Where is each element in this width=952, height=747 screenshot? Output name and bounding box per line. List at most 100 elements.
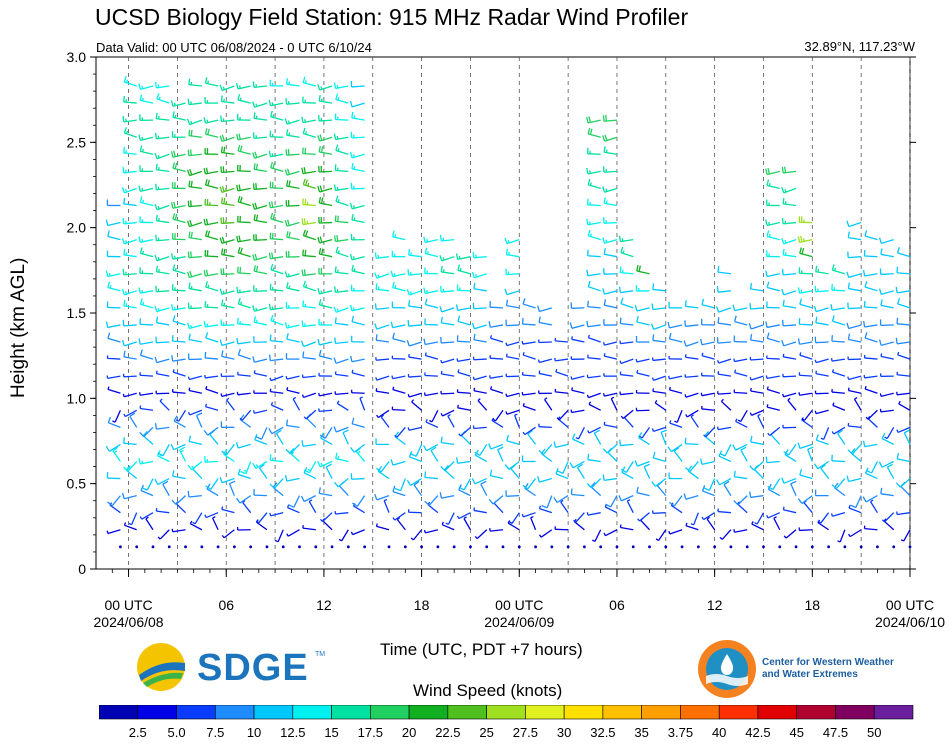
wind-barb: [749, 375, 764, 381]
wind-barb: [106, 199, 121, 207]
wind-barb: [652, 510, 666, 515]
wind-barb: [684, 461, 699, 472]
wind-barb: [407, 392, 422, 398]
wind-barb: [635, 407, 650, 412]
wind-barb: [605, 495, 618, 508]
wind-barb: [205, 281, 219, 292]
wind-barb: [155, 336, 170, 344]
wind-barb: [813, 305, 829, 313]
wind-barb: [376, 461, 390, 473]
wind-barb: [302, 229, 316, 241]
wind-barb: [886, 463, 895, 479]
wind-barb: [288, 495, 301, 508]
wind-barb: [268, 303, 284, 311]
wind-barb: [474, 444, 488, 456]
wind-barb: [269, 375, 284, 382]
wind-barb: [794, 545, 798, 549]
wind-barb: [619, 524, 634, 531]
colorbar-swatch: [331, 705, 371, 720]
wind-barb: [892, 545, 896, 549]
wind-barb: [220, 166, 235, 174]
wind-barb: [123, 409, 138, 418]
wind-barb: [122, 217, 137, 225]
colorbar-swatch: [796, 705, 836, 720]
wind-barb: [374, 303, 390, 310]
wind-barb: [359, 396, 366, 411]
wind-barb: [831, 426, 846, 435]
wind-barb: [831, 478, 846, 490]
x-tick-label: 00 UTC: [495, 597, 543, 613]
wind-barb: [205, 332, 219, 343]
wind-barb: [391, 406, 406, 411]
wind-barb: [782, 424, 797, 429]
wind-barb: [668, 355, 683, 360]
wind-barb: [573, 512, 585, 523]
wind-barb: [713, 545, 717, 549]
wind-barb: [830, 304, 845, 311]
wind-barb: [820, 427, 830, 441]
wind-barb: [719, 444, 732, 457]
wind-barb: [718, 450, 732, 463]
wind-barb: [723, 480, 732, 496]
colorbar-label: 45: [789, 725, 803, 740]
wind-barb: [619, 439, 634, 447]
wind-barb: [586, 392, 601, 399]
wind-barb: [505, 392, 520, 398]
wind-barb: [391, 250, 406, 258]
colorbar-label: 40: [712, 725, 726, 740]
wind-barb: [270, 263, 284, 275]
wind-barb: [285, 443, 300, 455]
wind-barb: [554, 388, 569, 394]
wind-barb: [240, 461, 252, 475]
wind-barb: [301, 374, 316, 379]
wind-barb: [236, 495, 252, 504]
wind-barb: [456, 284, 471, 292]
wind-barb: [187, 302, 202, 310]
wind-barb: [350, 335, 365, 343]
wind-barb: [869, 499, 878, 514]
colorbar-label: 25: [479, 725, 493, 740]
wind-barb: [537, 358, 553, 364]
wind-barb: [135, 545, 139, 549]
wind-barb: [473, 282, 487, 292]
wind-barb: [319, 427, 333, 439]
wind-barb: [186, 168, 203, 177]
y-axis-label: Height (km AGL): [8, 257, 29, 398]
wind-barb: [493, 500, 504, 514]
wind-barb: [620, 297, 634, 309]
wind-barb: [286, 282, 300, 292]
wind-barb: [717, 391, 731, 395]
wind-barb: [105, 219, 121, 227]
wind-barb: [583, 545, 586, 549]
wind-barb: [270, 314, 284, 326]
wind-barb: [501, 545, 505, 549]
wind-barb: [286, 504, 300, 514]
wind-barb: [603, 268, 617, 275]
wind-barb: [219, 476, 235, 484]
wind-barb: [830, 358, 845, 362]
wind-barb: [187, 490, 202, 498]
wind-barb: [587, 453, 601, 463]
wind-barb: [654, 399, 667, 411]
colorbar-label: 5.0: [167, 725, 185, 740]
colorbar-swatch: [99, 705, 139, 720]
wind-barb: [766, 199, 780, 207]
wind-barb: [635, 336, 650, 343]
wind-barb: [521, 340, 536, 345]
wind-barb: [831, 454, 845, 463]
wind-barb: [879, 392, 894, 397]
wind-barb: [699, 458, 715, 466]
wind-barb: [375, 375, 390, 381]
wind-barb: [154, 132, 170, 140]
wind-barb: [441, 521, 455, 531]
wind-barb: [220, 115, 235, 123]
wind-barb: [139, 114, 153, 122]
wind-barb: [286, 529, 300, 537]
wind-barb: [302, 525, 316, 531]
wind-barb: [700, 372, 715, 377]
wind-barb: [896, 511, 911, 516]
wind-barb: [268, 201, 284, 209]
wind-barb: [814, 358, 829, 364]
wind-barb: [252, 202, 268, 210]
wind-barb: [167, 545, 171, 549]
